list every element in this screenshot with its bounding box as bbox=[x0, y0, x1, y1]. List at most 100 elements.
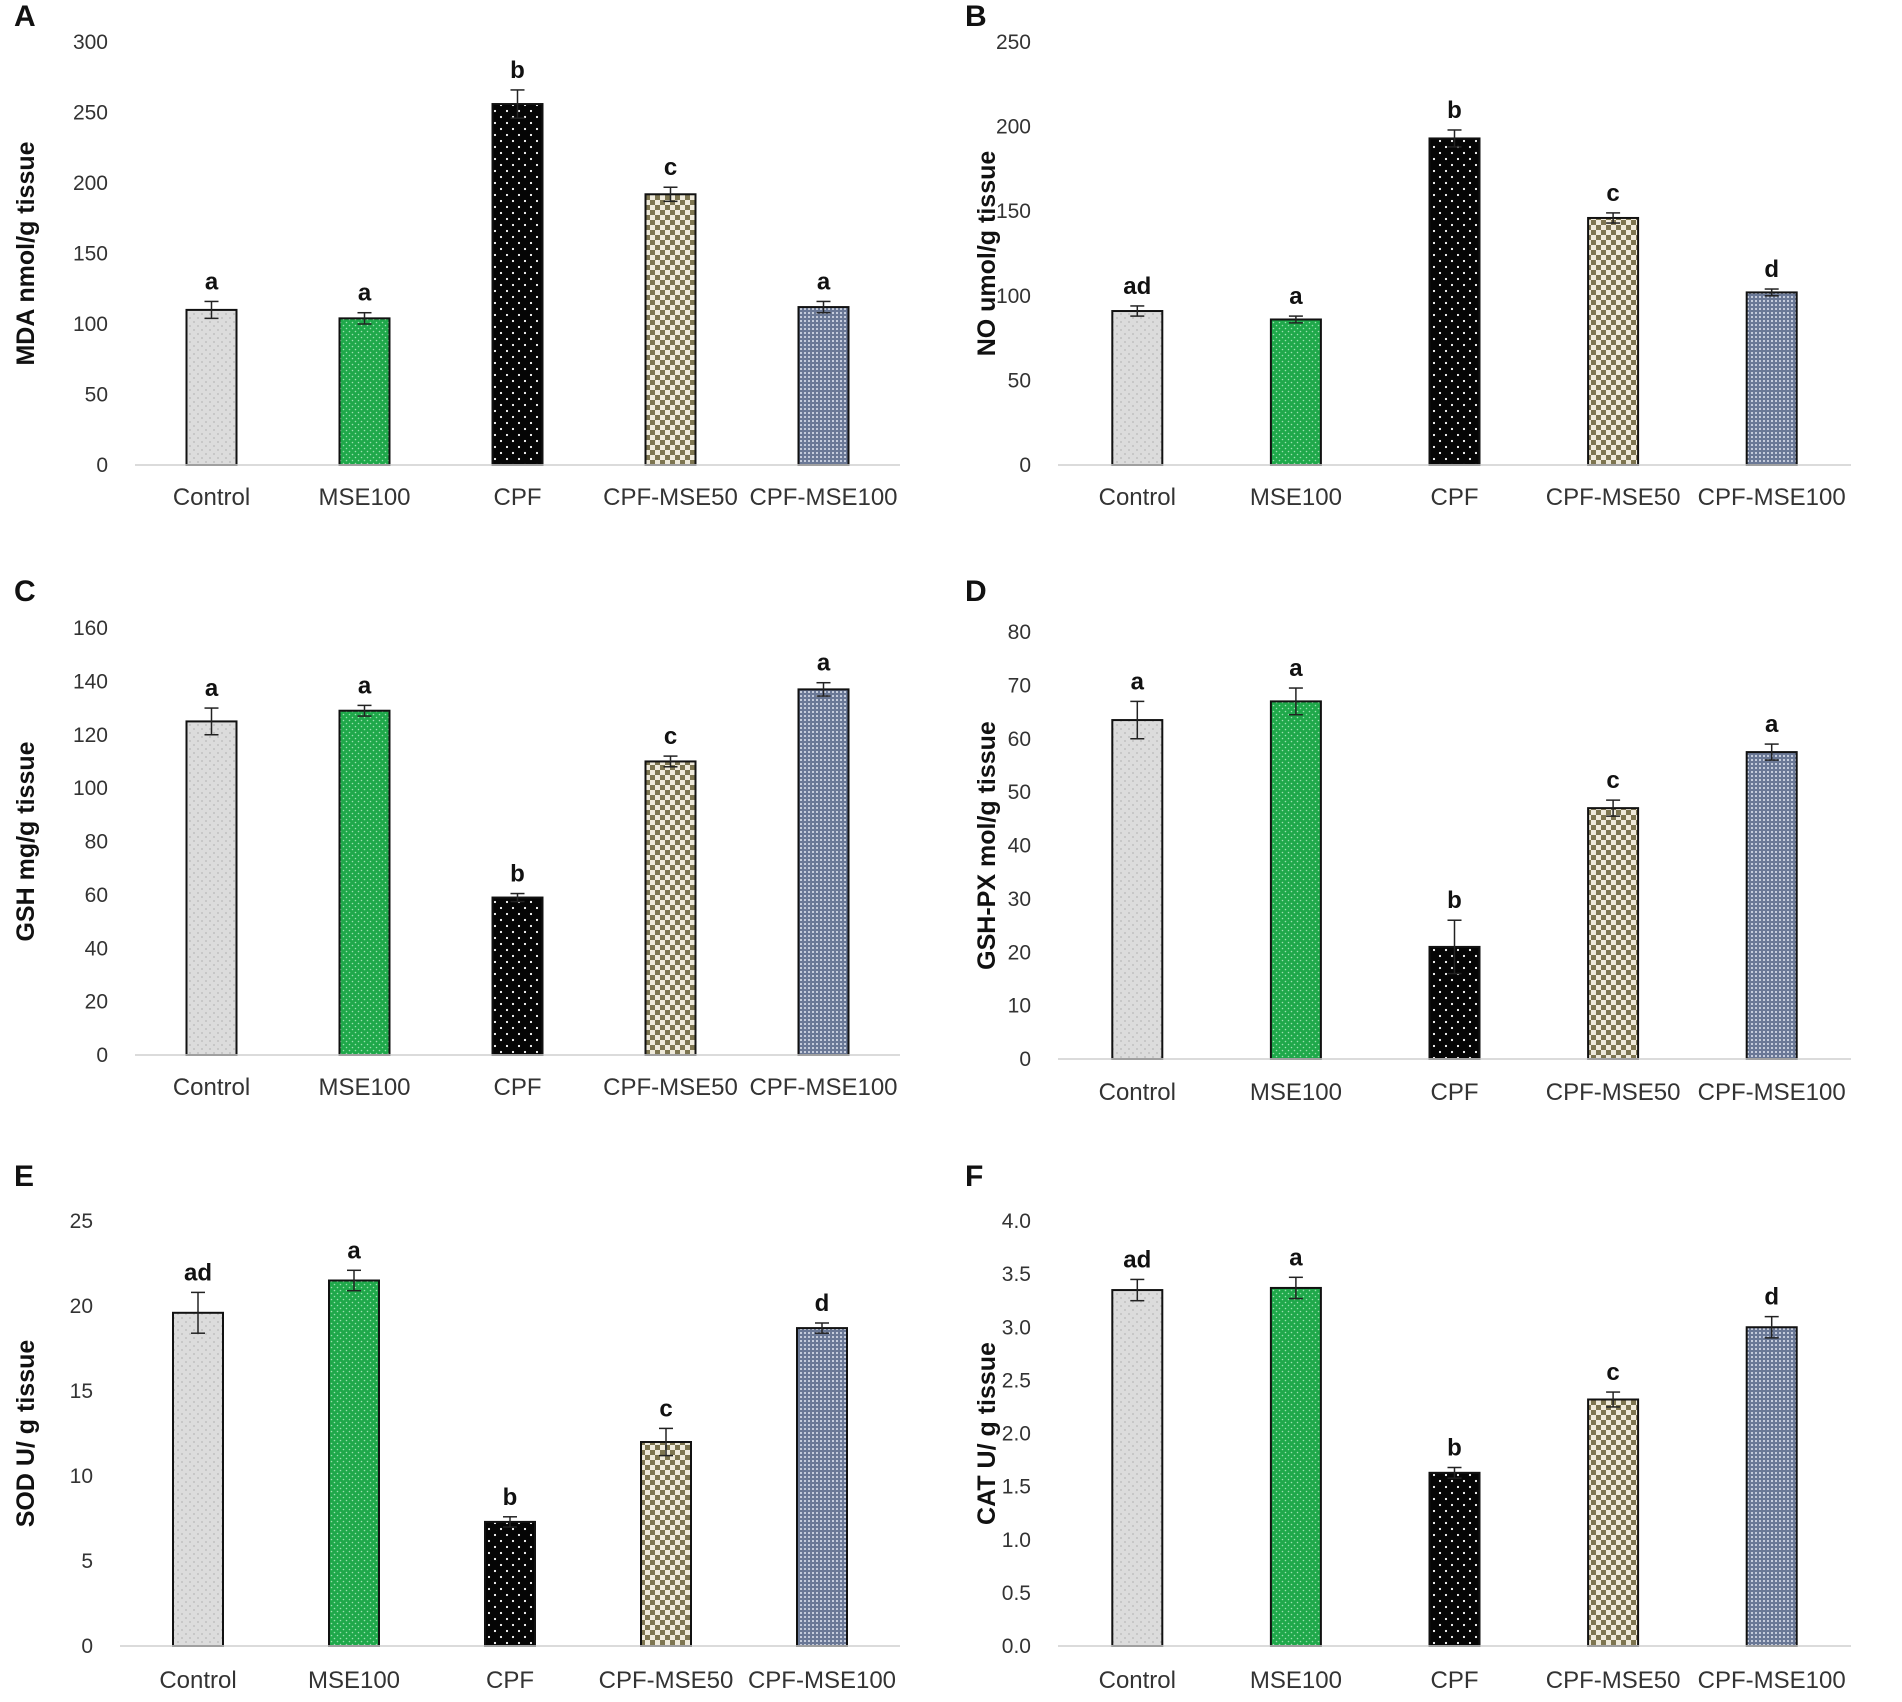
x-category-label: Control bbox=[173, 1074, 250, 1101]
y-tick-label: 160 bbox=[73, 617, 108, 640]
significance-label: c bbox=[1606, 1359, 1619, 1386]
error-bar bbox=[1606, 1391, 1621, 1408]
y-tick-label: 0 bbox=[1019, 454, 1031, 477]
error-bar bbox=[1764, 743, 1779, 761]
x-category-label: CPF-MSE100 bbox=[1698, 1079, 1846, 1106]
y-tick-label: 3.5 bbox=[1002, 1263, 1031, 1286]
y-axis-title: NO umol/g tissue bbox=[973, 151, 1001, 357]
y-tick-label: 25 bbox=[70, 1210, 93, 1233]
bar-control bbox=[185, 720, 238, 1056]
error-bar bbox=[1130, 305, 1145, 317]
bar-control bbox=[1111, 1289, 1164, 1647]
bar-cpf-mse100 bbox=[796, 1327, 848, 1647]
significance-label: a bbox=[347, 1237, 361, 1264]
x-category-label: CPF-MSE50 bbox=[603, 484, 738, 511]
y-tick-label: 10 bbox=[70, 1465, 93, 1488]
panel-f: F 0.0 0.5 1.0 1.5 2.0 2.5 3.0 3.5 4.0 CAT U/ g ti… bbox=[951, 1160, 1902, 1702]
significance-label: a bbox=[1765, 711, 1779, 738]
y-tick-label: 80 bbox=[85, 831, 108, 854]
y-tick-label: 20 bbox=[85, 991, 108, 1014]
y-tick-label: 0.5 bbox=[1002, 1582, 1031, 1605]
panel-letter: C bbox=[14, 575, 36, 608]
significance-label: d bbox=[815, 1290, 830, 1317]
bar-cpf-mse50 bbox=[644, 760, 697, 1056]
bar-control bbox=[185, 308, 238, 466]
significance-label: a bbox=[1289, 283, 1303, 310]
significance-label: a bbox=[1131, 668, 1145, 695]
x-category-label: MSE100 bbox=[1250, 1079, 1342, 1106]
significance-label: b bbox=[503, 1484, 518, 1511]
error-bar bbox=[659, 1427, 673, 1457]
error-bar bbox=[1447, 129, 1462, 148]
y-tick-label: 1.0 bbox=[1002, 1529, 1031, 1552]
bar-cpf bbox=[1428, 945, 1481, 1061]
x-category-label: CPF bbox=[486, 1667, 534, 1694]
panel-letter: D bbox=[965, 575, 987, 608]
y-tick-label: 80 bbox=[1008, 621, 1031, 644]
bar-cpf-mse100 bbox=[1745, 751, 1798, 1060]
y-tick-label: 150 bbox=[73, 243, 108, 266]
error-bar bbox=[1288, 315, 1303, 324]
error-bar bbox=[503, 1516, 517, 1528]
x-category-label: CPF bbox=[494, 1074, 542, 1101]
y-tick-label: 100 bbox=[996, 285, 1031, 308]
bar-mse100 bbox=[1269, 700, 1322, 1060]
bar-cpf bbox=[484, 1520, 536, 1647]
y-tick-label: 60 bbox=[85, 884, 108, 907]
x-category-label: MSE100 bbox=[308, 1667, 400, 1694]
error-bar bbox=[1606, 212, 1621, 224]
x-category-label: CPF-MSE50 bbox=[603, 1074, 738, 1101]
bar-cpf bbox=[1428, 1471, 1481, 1647]
y-tick-label: 40 bbox=[85, 937, 108, 960]
x-category-label: MSE100 bbox=[318, 1074, 410, 1101]
significance-label: b bbox=[510, 57, 525, 84]
y-tick-label: 5 bbox=[81, 1550, 93, 1573]
y-axis-title: CAT U/ g tissue bbox=[973, 1342, 1001, 1525]
chart-d: 0 10 20 30 40 50 60 70 80 GSH-PX mol/g tissue a Con… bbox=[973, 621, 1851, 1106]
y-tick-label: 70 bbox=[1008, 674, 1031, 697]
error-bar bbox=[1130, 700, 1145, 740]
significance-label: a bbox=[358, 280, 372, 307]
y-tick-label: 50 bbox=[1008, 781, 1031, 804]
significance-label: c bbox=[1606, 180, 1619, 207]
error-bar bbox=[510, 892, 525, 903]
x-category-label: CPF-MSE100 bbox=[1698, 484, 1846, 511]
chart-e: 0 5 10 15 20 25 SOD U/ g tissue ad Control a MSE10… bbox=[12, 1210, 900, 1694]
bar-cpf-mse100 bbox=[797, 306, 850, 466]
error-bar bbox=[1764, 1315, 1779, 1339]
bar-cpf-mse50 bbox=[640, 1441, 692, 1647]
y-tick-label: 0.0 bbox=[1002, 1635, 1031, 1658]
y-tick-label: 100 bbox=[73, 313, 108, 336]
y-tick-label: 300 bbox=[73, 31, 108, 54]
error-bar bbox=[1130, 1278, 1145, 1302]
bar-cpf-mse50 bbox=[1587, 1398, 1640, 1647]
error-bar bbox=[1447, 919, 1462, 975]
error-bar bbox=[663, 186, 678, 203]
bar-cpf bbox=[491, 896, 544, 1057]
y-tick-label: 250 bbox=[996, 31, 1031, 54]
y-tick-label: 0 bbox=[81, 1635, 93, 1658]
y-tick-label: 40 bbox=[1008, 835, 1031, 858]
panel-letter: E bbox=[14, 1160, 35, 1193]
error-bar bbox=[1288, 1276, 1303, 1300]
error-bar bbox=[204, 300, 219, 320]
bar-control bbox=[1111, 719, 1164, 1060]
error-bar bbox=[815, 1322, 829, 1334]
y-tick-label: 100 bbox=[73, 777, 108, 800]
bar-mse100 bbox=[338, 317, 391, 466]
significance-label: a bbox=[358, 672, 372, 699]
significance-label: a bbox=[205, 268, 219, 295]
bar-cpf bbox=[491, 103, 544, 466]
significance-label: b bbox=[1447, 1435, 1462, 1462]
x-category-label: CPF bbox=[1431, 484, 1479, 511]
significance-label: ad bbox=[184, 1259, 212, 1286]
y-axis-title: GSH-PX mol/g tissue bbox=[973, 721, 1001, 970]
x-category-label: CPF-MSE50 bbox=[1546, 484, 1681, 511]
bar-control bbox=[1111, 310, 1164, 467]
bar-mse100 bbox=[328, 1279, 380, 1647]
x-category-label: CPF bbox=[494, 484, 542, 511]
y-tick-label: 250 bbox=[73, 102, 108, 125]
error-bar bbox=[357, 704, 372, 717]
bar-cpf-mse100 bbox=[797, 688, 850, 1056]
